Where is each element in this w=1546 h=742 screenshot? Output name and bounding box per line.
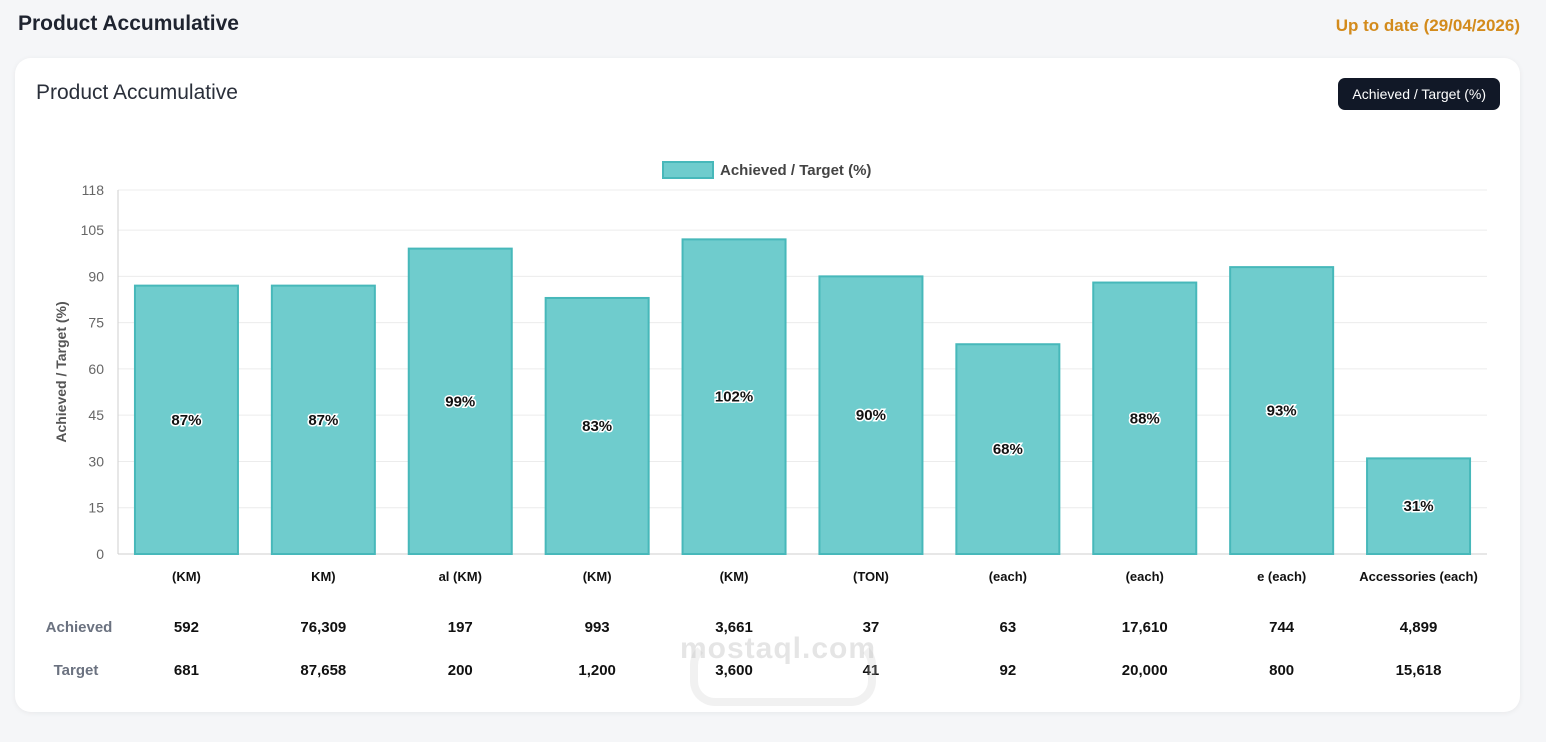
x-tick-label: al (KM) (439, 569, 482, 584)
data-label: 87% (171, 412, 201, 429)
data-label: 99% (445, 393, 475, 410)
bar (1229, 266, 1335, 555)
x-tick-label: (KM) (172, 569, 201, 584)
target-value: 41 (862, 662, 880, 679)
y-tick-label: 118 (82, 182, 105, 198)
x-tick-label: Accessories (each) (1359, 569, 1478, 584)
data-label: 83% (582, 418, 612, 435)
target-value: 3,600 (715, 662, 753, 679)
x-tick-label: (each) (989, 569, 1027, 584)
y-tick-label: 75 (88, 315, 104, 331)
target-value: 681 (173, 662, 199, 679)
achieved-value: 197 (447, 619, 473, 636)
y-tick-label: 30 (88, 453, 104, 469)
x-tick-label: (TON) (853, 569, 889, 584)
bar (818, 275, 924, 555)
x-tick-label: KM) (311, 569, 336, 584)
target-value: 1,200 (578, 662, 616, 679)
card-title: Product Accumulative (36, 81, 238, 104)
target-value: 87,658 (300, 662, 347, 679)
x-tick-label: (KM) (583, 569, 612, 584)
bar (681, 238, 787, 555)
data-label: 90% (856, 407, 886, 424)
bar (407, 247, 513, 555)
bar (955, 343, 1061, 555)
bar (1366, 457, 1472, 556)
data-label: 88% (1130, 410, 1160, 427)
target-row-label: Target (53, 662, 99, 679)
page-title: Product Accumulative (18, 12, 239, 35)
data-label: 93% (1267, 403, 1297, 420)
target-value: 92 (999, 662, 1017, 679)
data-label: 68% (993, 441, 1023, 458)
achieved-value: 592 (173, 619, 199, 636)
y-tick-label: 90 (88, 268, 104, 284)
target-value: 15,618 (1395, 662, 1442, 679)
metric-toggle-button[interactable]: Achieved / Target (%) (1338, 78, 1500, 110)
achieved-value: 76,309 (300, 619, 347, 636)
target-value: 800 (1269, 662, 1295, 679)
bar (133, 284, 239, 555)
achieved-value: 63 (999, 619, 1017, 636)
watermark-logo (690, 640, 876, 706)
achieved-value: 17,610 (1121, 619, 1168, 636)
bar (544, 296, 650, 555)
bar (270, 284, 376, 555)
legend-label: Achieved / Target (%) (720, 162, 871, 179)
achieved-value: 3,661 (715, 619, 753, 636)
watermark: mostaql.com (680, 632, 877, 665)
update-status: Up to date (29/04/2026) (1335, 16, 1520, 35)
legend-swatch (662, 161, 714, 179)
y-tick-label: 45 (88, 407, 104, 423)
y-tick-label: 60 (88, 361, 104, 377)
achieved-value: 37 (862, 619, 880, 636)
x-tick-label: (each) (1126, 569, 1164, 584)
y-axis-label: Achieved / Target (%) (53, 301, 69, 442)
data-label: 102% (715, 389, 753, 406)
target-value: 20,000 (1121, 662, 1168, 679)
data-label: 31% (1404, 498, 1434, 515)
x-tick-label: (KM) (720, 569, 749, 584)
achieved-value: 4,899 (1399, 619, 1438, 636)
y-tick-label: 105 (81, 222, 105, 238)
achieved-value: 744 (1269, 619, 1295, 636)
target-value: 200 (447, 662, 473, 679)
achieved-row-label: Achieved (45, 619, 113, 636)
bar (1092, 281, 1198, 555)
y-tick-label: 15 (88, 500, 104, 516)
x-tick-label: e (each) (1257, 569, 1306, 584)
y-tick-label: 0 (96, 546, 104, 562)
achieved-value: 993 (584, 619, 610, 636)
data-label: 87% (308, 412, 338, 429)
